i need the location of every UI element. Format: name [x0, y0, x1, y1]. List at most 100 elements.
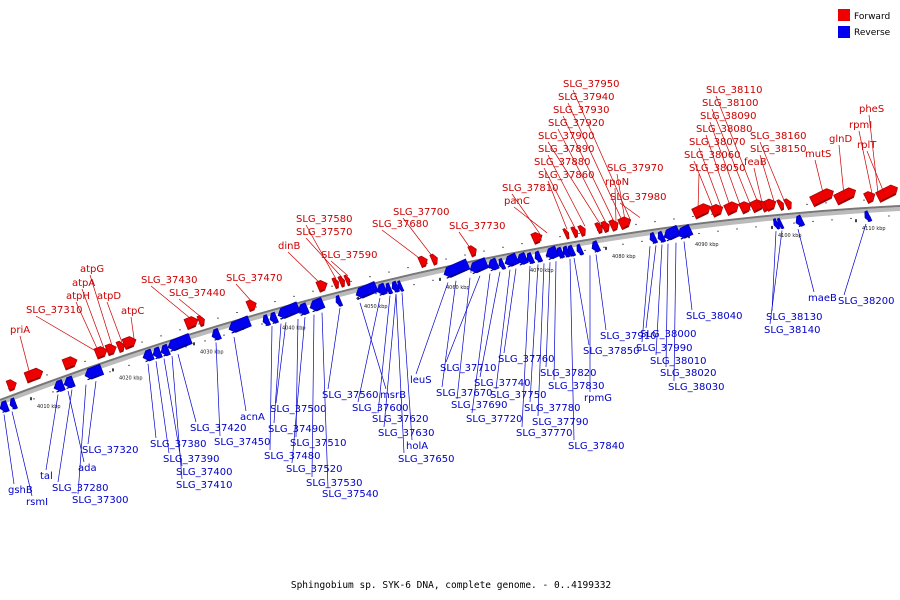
scale-ticks: 4010 kbp 4020 kbp 4030 kbp 4040 kbp 4050 kbp…	[30, 219, 886, 410]
gene-arrow-forward	[245, 299, 257, 313]
gene-label-forward: SLG_37930	[553, 105, 609, 116]
gene-arrow-reverse	[0, 400, 10, 413]
gene-label-forward: SLG_37940	[558, 92, 614, 103]
gene-arrow-forward	[594, 222, 603, 235]
leader-reverse	[529, 264, 539, 403]
leader-reverse	[545, 262, 551, 368]
gene-label-reverse: SLG_38000	[640, 329, 696, 340]
leader-reverse	[291, 317, 306, 464]
gene-label-forward: mutS	[805, 149, 831, 160]
leader-reverse	[401, 292, 413, 441]
leader-reverse	[155, 361, 170, 454]
gene-label-forward: SLG_37470	[226, 273, 282, 284]
leader-forward	[106, 301, 123, 343]
leader-reverse	[479, 271, 501, 378]
gene-arrow-forward	[104, 343, 117, 357]
gene-label-forward: SLG_38060	[684, 150, 740, 161]
gene-label-reverse: SLG_37690	[451, 400, 507, 411]
scale-label: 4040 kbp	[282, 325, 306, 331]
gene-arrow-reverse	[167, 333, 193, 352]
leader-reverse	[311, 314, 315, 478]
leader-reverse	[163, 358, 183, 467]
gene-arrow-reverse	[355, 280, 379, 300]
gene-label-forward: SLG_38100	[702, 98, 758, 109]
gene-arrow-forward	[863, 191, 876, 204]
gene-arrow-forward	[429, 253, 438, 266]
leader-forward	[709, 121, 741, 205]
gene-arrow-forward	[530, 232, 543, 245]
gene-label-forward: dinB	[278, 241, 300, 252]
leader-forward	[513, 206, 548, 234]
leader-reverse	[573, 258, 590, 346]
leader-reverse	[3, 414, 15, 485]
gene-arrow-reverse	[397, 280, 405, 292]
gene-arrow-forward	[23, 367, 44, 384]
leader-reverse	[273, 323, 282, 424]
gene-label-reverse: SLG_37400	[176, 467, 232, 478]
gene-label-forward: SLG_37890	[538, 144, 594, 155]
gene-label-reverse: SLG_37850	[583, 346, 639, 357]
gene-label-reverse: SLG_37720	[466, 414, 522, 425]
gene-label-reverse: SLG_37820	[540, 368, 596, 379]
leader-forward	[616, 173, 626, 220]
leader-forward	[759, 154, 775, 202]
gene-label-reverse: SLG_37990	[636, 343, 692, 354]
gene-arrow-forward	[875, 184, 898, 203]
gene-label-forward: SLG_38070	[689, 137, 745, 148]
gene-label-forward: SLG_38160	[750, 131, 806, 142]
gene-arrow-reverse	[376, 282, 388, 296]
gene-label-forward: feaB	[744, 157, 767, 168]
gene-arrow-forward	[343, 274, 351, 287]
gene-label-forward: pheS	[859, 104, 884, 115]
leader-reverse	[537, 263, 545, 417]
leader-reverse	[441, 280, 457, 388]
gene-arrow-reverse	[309, 296, 326, 313]
leader-reverse	[595, 254, 607, 331]
scale-label: 4050 kbp	[364, 304, 388, 310]
gene-label-forward: SLG_37310	[26, 305, 82, 316]
leader-forward	[547, 154, 586, 227]
gene-arrow-reverse	[84, 363, 105, 381]
gene-arrow-reverse	[663, 224, 682, 242]
gene-label-reverse: SLG_37620	[372, 414, 428, 425]
gene-arrow-forward	[115, 340, 125, 354]
gene-arrow-reverse	[556, 246, 566, 259]
gene-label-reverse: SLG_37320	[82, 445, 138, 456]
leader-forward	[562, 115, 615, 222]
gene-arrow-reverse	[297, 302, 310, 316]
gene-label-forward: glnD	[829, 134, 852, 145]
leader-reverse	[77, 384, 87, 495]
gene-label-reverse: SLG_37760	[498, 354, 554, 365]
gene-arrow-forward	[570, 226, 578, 239]
gene-label-forward: SLG_38150	[750, 144, 806, 155]
gene-label-reverse: SLG_38140	[764, 325, 820, 336]
gene-arrow-reverse	[864, 210, 873, 222]
leader-forward	[89, 274, 113, 346]
leader-forward	[753, 167, 763, 203]
gene-label-forward: SLG_37900	[538, 131, 594, 142]
gene-label-forward: SLG_38080	[696, 124, 752, 135]
leader-reverse	[45, 394, 59, 471]
gene-arrow-reverse	[269, 311, 279, 325]
gene-label-reverse: SLG_37750	[490, 390, 546, 401]
gene-arrow-reverse	[63, 375, 76, 390]
gene-arrow-forward	[5, 379, 17, 392]
gene-arrow-reverse	[504, 252, 520, 268]
leader-reverse	[233, 337, 247, 412]
gene-label-forward: SLG_37950	[563, 79, 619, 90]
gene-label-forward: atpC	[121, 306, 144, 317]
gene-label-forward: atpG	[80, 264, 104, 275]
leader-forward	[858, 130, 873, 194]
gene-label-forward: atpD	[97, 291, 121, 302]
scale-label: 4060 kbp	[446, 285, 470, 291]
gene-label-forward: SLG_37980	[610, 192, 666, 203]
gene-label-reverse: leuS	[410, 375, 432, 386]
gene-label-forward: SLG_37440	[169, 288, 225, 299]
gene-arrow-forward	[61, 356, 78, 371]
leader-reverse	[797, 229, 815, 293]
gene-arrow-reverse	[576, 243, 585, 256]
gene-label-forward: SLG_37590	[321, 250, 377, 261]
gene-arrow-reverse	[567, 244, 577, 257]
leader-reverse	[769, 230, 783, 325]
